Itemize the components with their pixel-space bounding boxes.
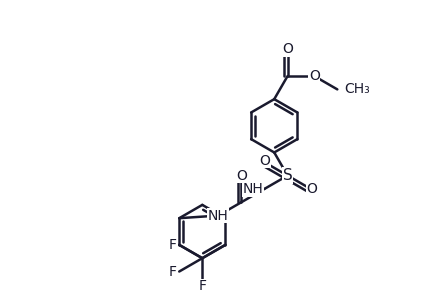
Text: O: O	[282, 42, 293, 57]
Text: CH₃: CH₃	[345, 83, 371, 96]
Text: F: F	[168, 238, 176, 252]
Text: F: F	[198, 279, 206, 293]
Text: NH: NH	[242, 182, 263, 196]
Text: O: O	[236, 169, 247, 183]
Text: O: O	[309, 69, 319, 83]
Text: NH: NH	[208, 208, 229, 222]
Text: F: F	[168, 265, 176, 279]
Text: O: O	[307, 182, 318, 196]
Text: S: S	[283, 168, 292, 183]
Text: O: O	[259, 154, 270, 168]
